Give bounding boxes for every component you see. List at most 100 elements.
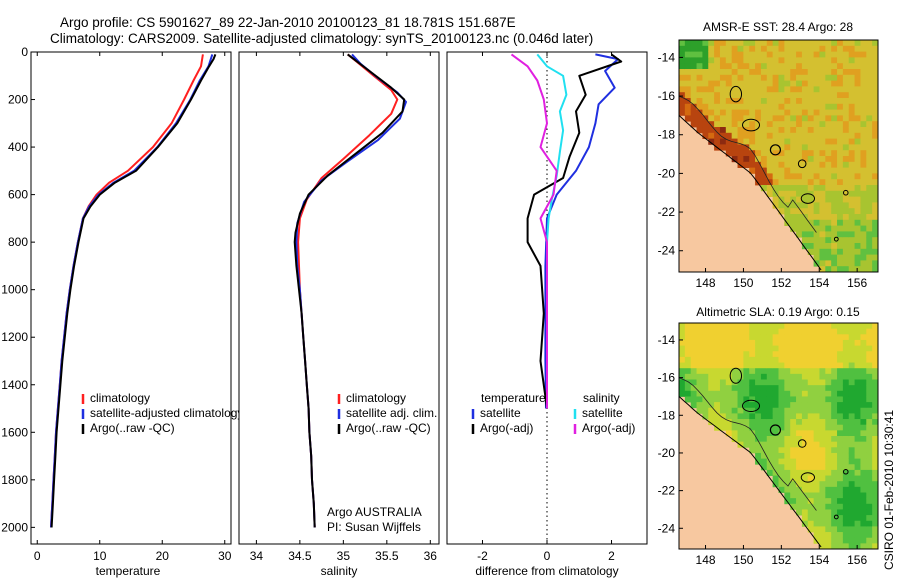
sst-map-cell xyxy=(831,225,838,232)
sla-map-cell xyxy=(837,498,844,505)
sst-map-cell xyxy=(807,132,815,139)
sla-map-cell xyxy=(737,339,744,346)
sst-map-cell xyxy=(796,214,803,221)
sla-map-cell xyxy=(731,419,738,426)
sst-map-cell xyxy=(831,63,838,70)
sla-map-cell xyxy=(796,436,803,443)
sla-map-cell xyxy=(866,447,873,454)
sla-map-cell xyxy=(872,469,879,476)
sst-map-cell xyxy=(807,225,815,232)
sst-map-cell xyxy=(696,40,703,47)
sst-map-cell xyxy=(842,86,850,93)
sst-map-cell xyxy=(866,179,873,186)
sla-map-cell xyxy=(708,328,715,335)
sla-map-cell xyxy=(866,356,873,363)
sst-map-cell xyxy=(837,231,844,238)
sst-map-cell xyxy=(848,109,855,116)
sst-map-cell xyxy=(690,80,697,87)
sla-map-cell xyxy=(766,339,774,346)
sla-map-cell xyxy=(766,436,774,443)
difference-x-axis-label: difference from climatology xyxy=(475,564,618,578)
sla-map-cell xyxy=(778,419,785,426)
sst-map-cell xyxy=(848,208,855,215)
sla-map-cell xyxy=(854,481,861,488)
sst-map-cell xyxy=(719,138,727,145)
sst-map-cell xyxy=(837,248,844,255)
sst-map-cell xyxy=(872,115,879,122)
sst-map-cell xyxy=(801,202,809,209)
sst-map-cell xyxy=(819,80,826,87)
sst-map-cell xyxy=(854,173,861,180)
sst-map-cell xyxy=(848,74,855,81)
sla-map-cell xyxy=(714,413,721,420)
sst-map-cell xyxy=(725,51,733,58)
sla-map-cell xyxy=(866,407,873,414)
sla-map-cell xyxy=(813,436,820,443)
sla-map-cell xyxy=(819,368,826,375)
sla-map-cell xyxy=(743,356,750,363)
sst-map-cell xyxy=(725,92,733,99)
sst-map-cell xyxy=(796,80,803,87)
sla-map-cell xyxy=(872,385,879,392)
sst-map-cell xyxy=(866,138,873,145)
sla-map-cell xyxy=(807,351,815,358)
sla-map-frame xyxy=(678,322,879,550)
temperature-ytick-label-8: 1600 xyxy=(1,425,28,439)
sst-map-cell xyxy=(837,260,844,267)
sla-map-cell xyxy=(866,328,873,335)
sst-map-cell xyxy=(807,208,815,215)
sst-map-cell xyxy=(813,231,820,238)
sst-map-cell xyxy=(737,40,744,47)
sla-map-cell xyxy=(731,328,738,335)
sla-map-cell xyxy=(743,362,750,369)
sst-map-cell xyxy=(719,63,727,70)
sla-map-cell xyxy=(690,328,697,335)
sst-map-cell xyxy=(872,202,879,209)
sla-map-cell xyxy=(749,345,756,352)
sla-map-cell xyxy=(684,368,692,375)
sst-map-cell xyxy=(860,150,867,157)
sla-map-cell xyxy=(743,413,750,420)
sst-map-cell xyxy=(837,179,844,186)
sst-map-cell xyxy=(837,254,844,261)
sst-map-cell xyxy=(866,202,873,209)
sst-map-cell xyxy=(842,214,850,221)
sla-map-cell xyxy=(866,537,873,544)
sla-map-cell xyxy=(848,509,855,516)
sla-map-cell xyxy=(854,345,861,352)
sla-map-cell xyxy=(801,509,809,516)
sla-map-cell xyxy=(872,419,879,426)
sst-map-cell xyxy=(872,69,879,76)
sla-map-cell xyxy=(760,379,768,386)
sst-map-cell xyxy=(860,51,867,58)
sst-map-cell xyxy=(842,63,850,70)
sst-map-cell xyxy=(778,138,785,145)
sst-map-cell xyxy=(784,127,791,134)
sst-map-cell xyxy=(714,115,721,122)
sst-map-cell xyxy=(860,127,867,134)
sla-map-cell xyxy=(749,447,756,454)
sla-map-cell xyxy=(696,345,703,352)
sst-map-cell xyxy=(860,173,867,180)
sla-map-cell xyxy=(807,368,815,375)
sst-map-cell xyxy=(831,74,838,81)
sst-map-cell xyxy=(860,63,867,70)
sla-map-cell xyxy=(831,419,838,426)
sla-map-cell xyxy=(819,413,826,420)
sst-map-cell xyxy=(842,109,850,116)
sst-map-cell xyxy=(737,132,744,139)
sla-map-cell xyxy=(737,356,744,363)
sst-map-cell xyxy=(807,231,815,238)
sst-map-cell xyxy=(679,63,686,70)
sla-map-cell xyxy=(790,498,797,505)
sla-map-cell xyxy=(837,441,844,448)
sla-map-cell xyxy=(819,509,826,516)
sla-map-cell xyxy=(790,390,797,397)
sst-map-cell xyxy=(854,86,861,93)
sst-map-reef-2 xyxy=(797,159,807,169)
sla-map-cell xyxy=(807,447,815,454)
sla-map-cell xyxy=(872,351,879,358)
sla-map-cell xyxy=(702,339,709,346)
sla-map-cell xyxy=(848,526,855,533)
sla-map-cell xyxy=(854,543,861,550)
